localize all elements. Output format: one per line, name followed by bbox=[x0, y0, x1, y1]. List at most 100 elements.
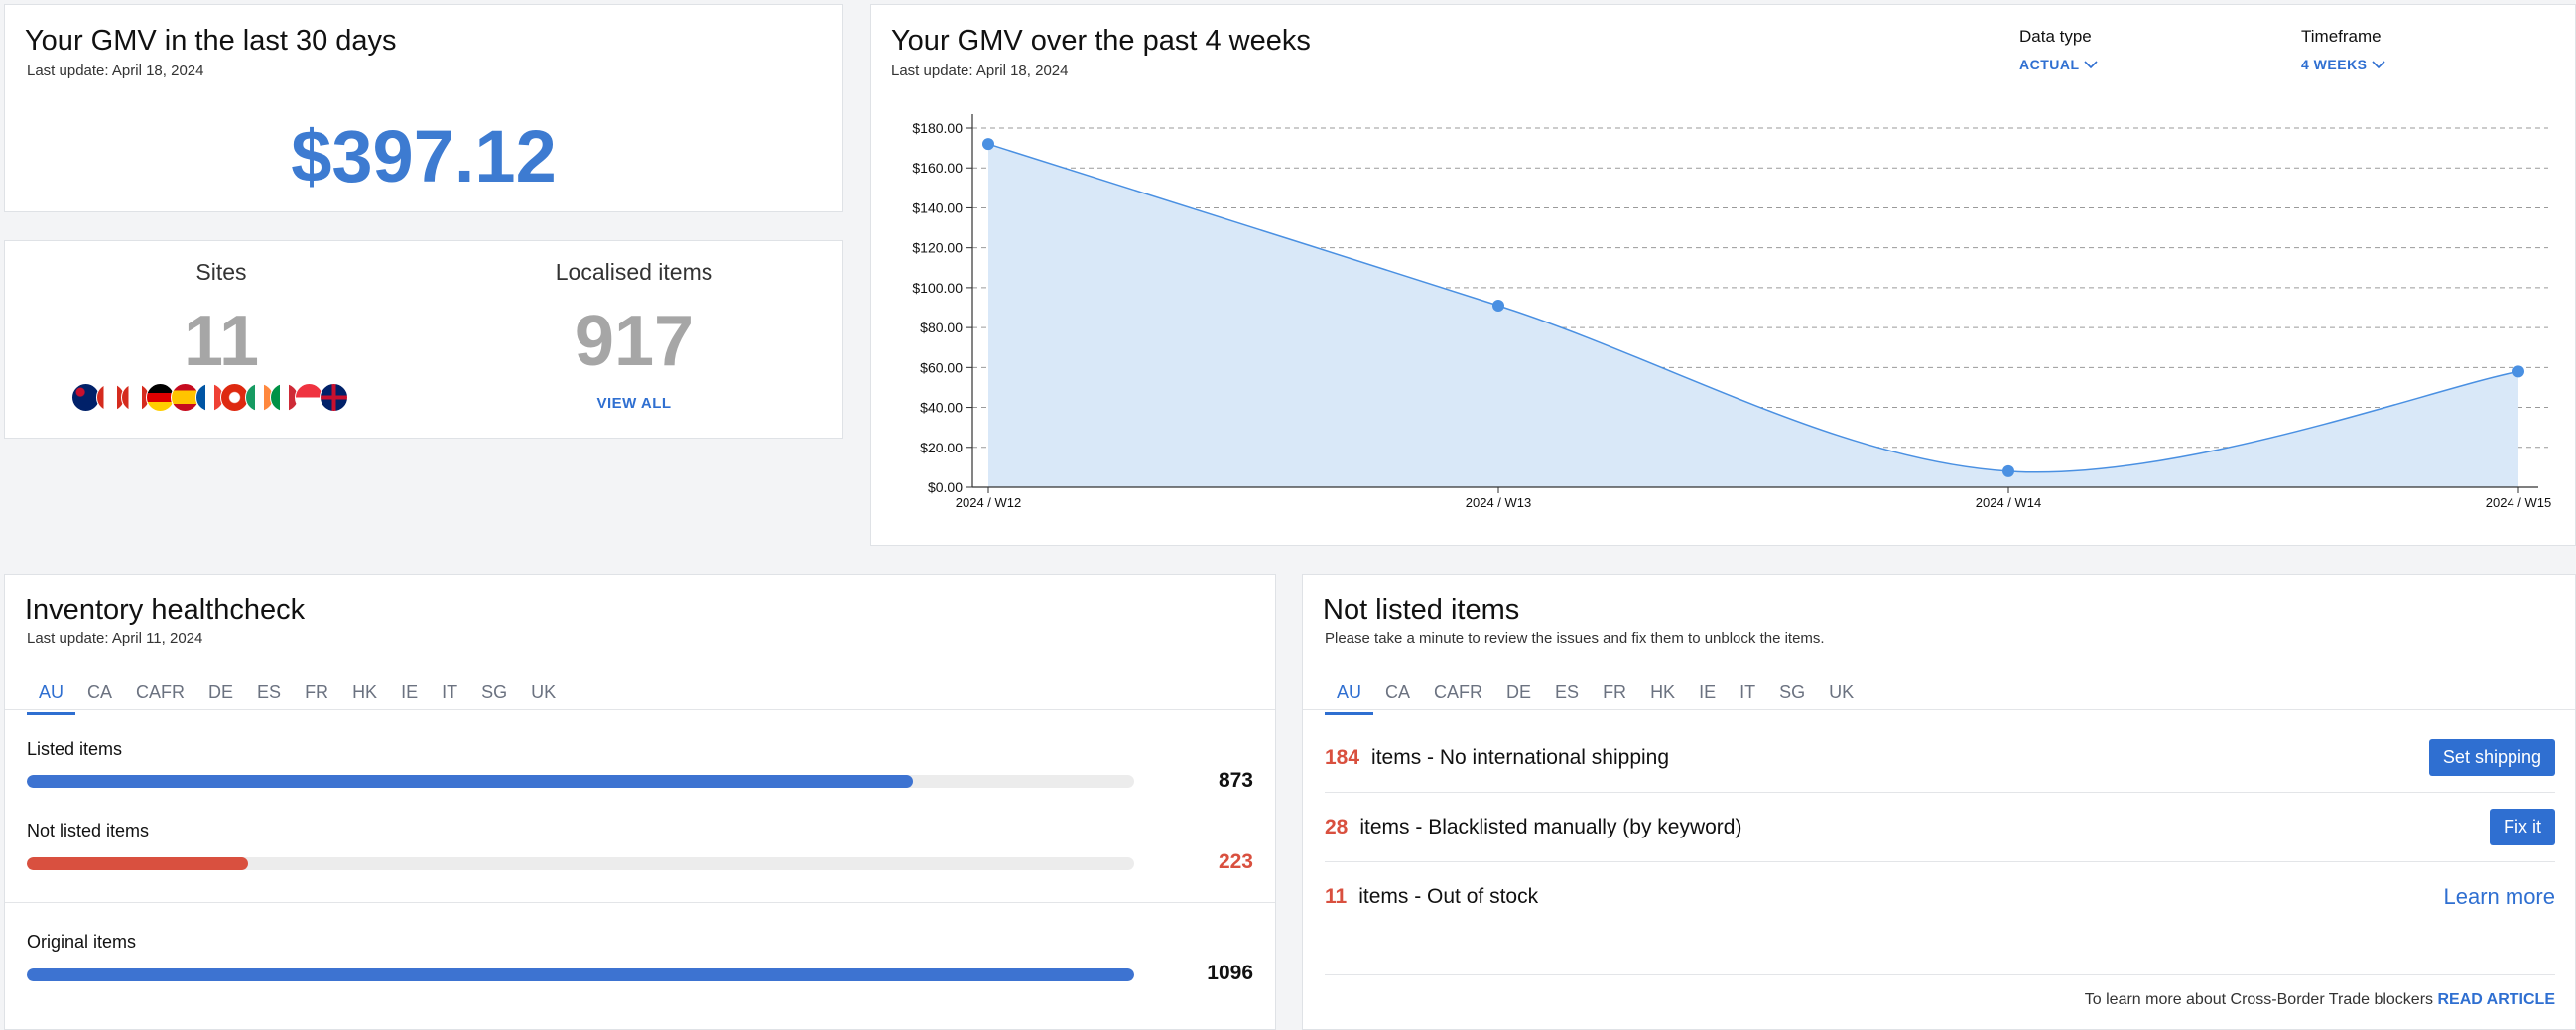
inventory-tab-es[interactable]: ES bbox=[257, 682, 282, 702]
not-listed-tab-es[interactable]: ES bbox=[1555, 682, 1580, 702]
original-items-value: 1096 bbox=[1207, 962, 1253, 984]
view-all-link[interactable]: VIEW ALL bbox=[596, 395, 672, 412]
not-listed-tab-de[interactable]: DE bbox=[1506, 682, 1532, 702]
not-listed-subtitle: Please take a minute to review the issue… bbox=[1325, 630, 1825, 647]
y-tick-label: $60.00 bbox=[920, 359, 963, 375]
tab-divider bbox=[1303, 709, 2575, 710]
data-type-dropdown[interactable]: ACTUAL bbox=[2019, 57, 2098, 72]
issue-count: 184 bbox=[1325, 745, 1360, 769]
inventory-healthcheck-card: Inventory healthcheck Last update: April… bbox=[4, 574, 1276, 1030]
gmv-30-updated: Last update: April 18, 2024 bbox=[27, 63, 204, 79]
timeframe-control[interactable]: Timeframe 4 WEEKS bbox=[2301, 27, 2385, 72]
data-type-value: ACTUAL bbox=[2019, 57, 2080, 72]
y-tick-label: $20.00 bbox=[920, 440, 963, 455]
timeframe-label: Timeframe bbox=[2301, 27, 2382, 46]
not-listed-tab-cafr[interactable]: CAFR bbox=[1434, 682, 1483, 702]
x-tick-label: 2024 / W15 bbox=[2486, 495, 2552, 510]
not-listed-tab-ie[interactable]: IE bbox=[1699, 682, 1717, 702]
data-point bbox=[2512, 365, 2524, 378]
issue-text: items - Out of stock bbox=[1358, 885, 1539, 908]
flag-uk-icon bbox=[320, 383, 348, 412]
flag-ie-icon bbox=[245, 383, 274, 412]
inventory-tab-ie[interactable]: IE bbox=[401, 682, 419, 702]
gmv-area-chart: $0.00 $20.00 $40.00 $60.00 $80.00 $100.00 $120… bbox=[912, 114, 2552, 510]
not-listed-tab-it[interactable]: IT bbox=[1739, 682, 1756, 702]
not-listed-tab-fr[interactable]: FR bbox=[1603, 682, 1627, 702]
inventory-tab-sg[interactable]: SG bbox=[481, 682, 508, 702]
x-tick-label: 2024 / W12 bbox=[956, 495, 1022, 510]
read-article-link[interactable]: READ ARTICLE bbox=[2437, 991, 2555, 1008]
inventory-tab-cafr[interactable]: CAFR bbox=[136, 682, 186, 702]
sites-value: 11 bbox=[183, 302, 260, 381]
gmv-30-days-card: Your GMV in the last 30 days Last update… bbox=[4, 4, 843, 212]
inventory-divider bbox=[5, 902, 1275, 903]
not-listed-tab-hk[interactable]: HK bbox=[1650, 682, 1676, 702]
gmv-4-title: Your GMV over the past 4 weeks bbox=[891, 25, 1311, 57]
not-listed-tab-au[interactable]: AU bbox=[1325, 682, 1374, 715]
listed-items-label: Listed items bbox=[27, 739, 123, 759]
flag-it-icon bbox=[270, 383, 299, 412]
site-flags bbox=[71, 383, 348, 413]
original-items-label: Original items bbox=[27, 932, 137, 952]
flag-fr-icon bbox=[195, 383, 224, 412]
flag-es-icon bbox=[171, 383, 199, 412]
issue-count: 11 bbox=[1325, 885, 1348, 908]
data-point bbox=[982, 138, 994, 151]
sites-stat: Sites 11 bbox=[23, 259, 420, 377]
not-listed-items-card: Not listed items Please take a minute to… bbox=[1302, 574, 2576, 1030]
not-listed-tab-uk[interactable]: UK bbox=[1829, 682, 1855, 702]
localised-items-label: Localised items bbox=[555, 259, 713, 285]
gmv-30-value: $397.12 bbox=[291, 115, 557, 197]
fix-it-button[interactable]: Fix it bbox=[2490, 809, 2555, 845]
y-tick-label: $140.00 bbox=[912, 199, 963, 215]
not-listed-site-tabs: AU CA CAFR DE ES FR HK IE IT SG UK bbox=[1325, 682, 1866, 715]
inventory-tab-uk[interactable]: UK bbox=[531, 682, 557, 702]
issue-row: 11 items - Out of stock Learn more bbox=[1325, 862, 2555, 932]
y-tick-label: $0.00 bbox=[928, 479, 963, 495]
chevron-down-icon bbox=[2372, 61, 2385, 69]
gmv-30-title: Your GMV in the last 30 days bbox=[25, 25, 397, 57]
series-line bbox=[987, 143, 2519, 473]
inventory-title: Inventory healthcheck bbox=[25, 594, 306, 626]
listed-items-fill bbox=[27, 775, 913, 788]
not-listed-tab-sg[interactable]: SG bbox=[1779, 682, 1806, 702]
y-tick-label: $80.00 bbox=[920, 320, 963, 335]
original-items-bar bbox=[27, 968, 1134, 981]
footer-divider bbox=[1325, 974, 2555, 975]
gmv-4-updated: Last update: April 18, 2024 bbox=[891, 63, 1069, 79]
localised-items-value: 917 bbox=[574, 302, 695, 381]
inventory-tab-au[interactable]: AU bbox=[27, 682, 76, 715]
data-point bbox=[2002, 464, 2014, 477]
learn-more-link[interactable]: Learn more bbox=[2443, 884, 2555, 909]
inventory-tab-ca[interactable]: CA bbox=[87, 682, 113, 702]
inventory-tab-fr[interactable]: FR bbox=[305, 682, 329, 702]
not-listed-tab-ca[interactable]: CA bbox=[1385, 682, 1411, 702]
issue-count: 28 bbox=[1325, 815, 1349, 838]
flag-de-icon bbox=[146, 383, 175, 412]
gmv-4-weeks-card: Your GMV over the past 4 weeks Last upda… bbox=[870, 4, 2576, 546]
x-tick-label: 2024 / W14 bbox=[1976, 495, 2042, 510]
data-point bbox=[1492, 299, 1504, 312]
inventory-tab-de[interactable]: DE bbox=[208, 682, 234, 702]
flag-sg-icon bbox=[295, 383, 323, 412]
inventory-updated: Last update: April 11, 2024 bbox=[27, 630, 203, 647]
not-listed-title: Not listed items bbox=[1323, 594, 1520, 626]
original-items-fill bbox=[27, 968, 1134, 981]
footer-note: To learn more about Cross-Border Trade b… bbox=[2085, 991, 2555, 1009]
timeframe-value: 4 WEEKS bbox=[2301, 57, 2368, 72]
set-shipping-button[interactable]: Set shipping bbox=[2428, 739, 2555, 776]
localised-items-stat: Localised items 917 VIEW ALL bbox=[436, 259, 833, 412]
tab-divider bbox=[5, 709, 1275, 710]
inventory-tab-it[interactable]: IT bbox=[442, 682, 458, 702]
not-listed-items-bar bbox=[27, 857, 1134, 870]
footer-text: To learn more about Cross-Border Trade b… bbox=[2084, 991, 2434, 1008]
y-tick-label: $40.00 bbox=[920, 400, 963, 416]
timeframe-dropdown[interactable]: 4 WEEKS bbox=[2301, 57, 2385, 72]
not-listed-items-value: 223 bbox=[1218, 850, 1253, 873]
inventory-site-tabs: AU CA CAFR DE ES FR HK IE IT SG UK bbox=[27, 682, 568, 715]
inventory-tab-hk[interactable]: HK bbox=[352, 682, 378, 702]
y-tick-label: $120.00 bbox=[912, 240, 963, 256]
y-tick-label: $160.00 bbox=[912, 160, 963, 176]
issue-row: 28 items - Blacklisted manually (by keyw… bbox=[1325, 793, 2555, 862]
data-type-control[interactable]: Data type ACTUAL bbox=[2019, 27, 2098, 72]
